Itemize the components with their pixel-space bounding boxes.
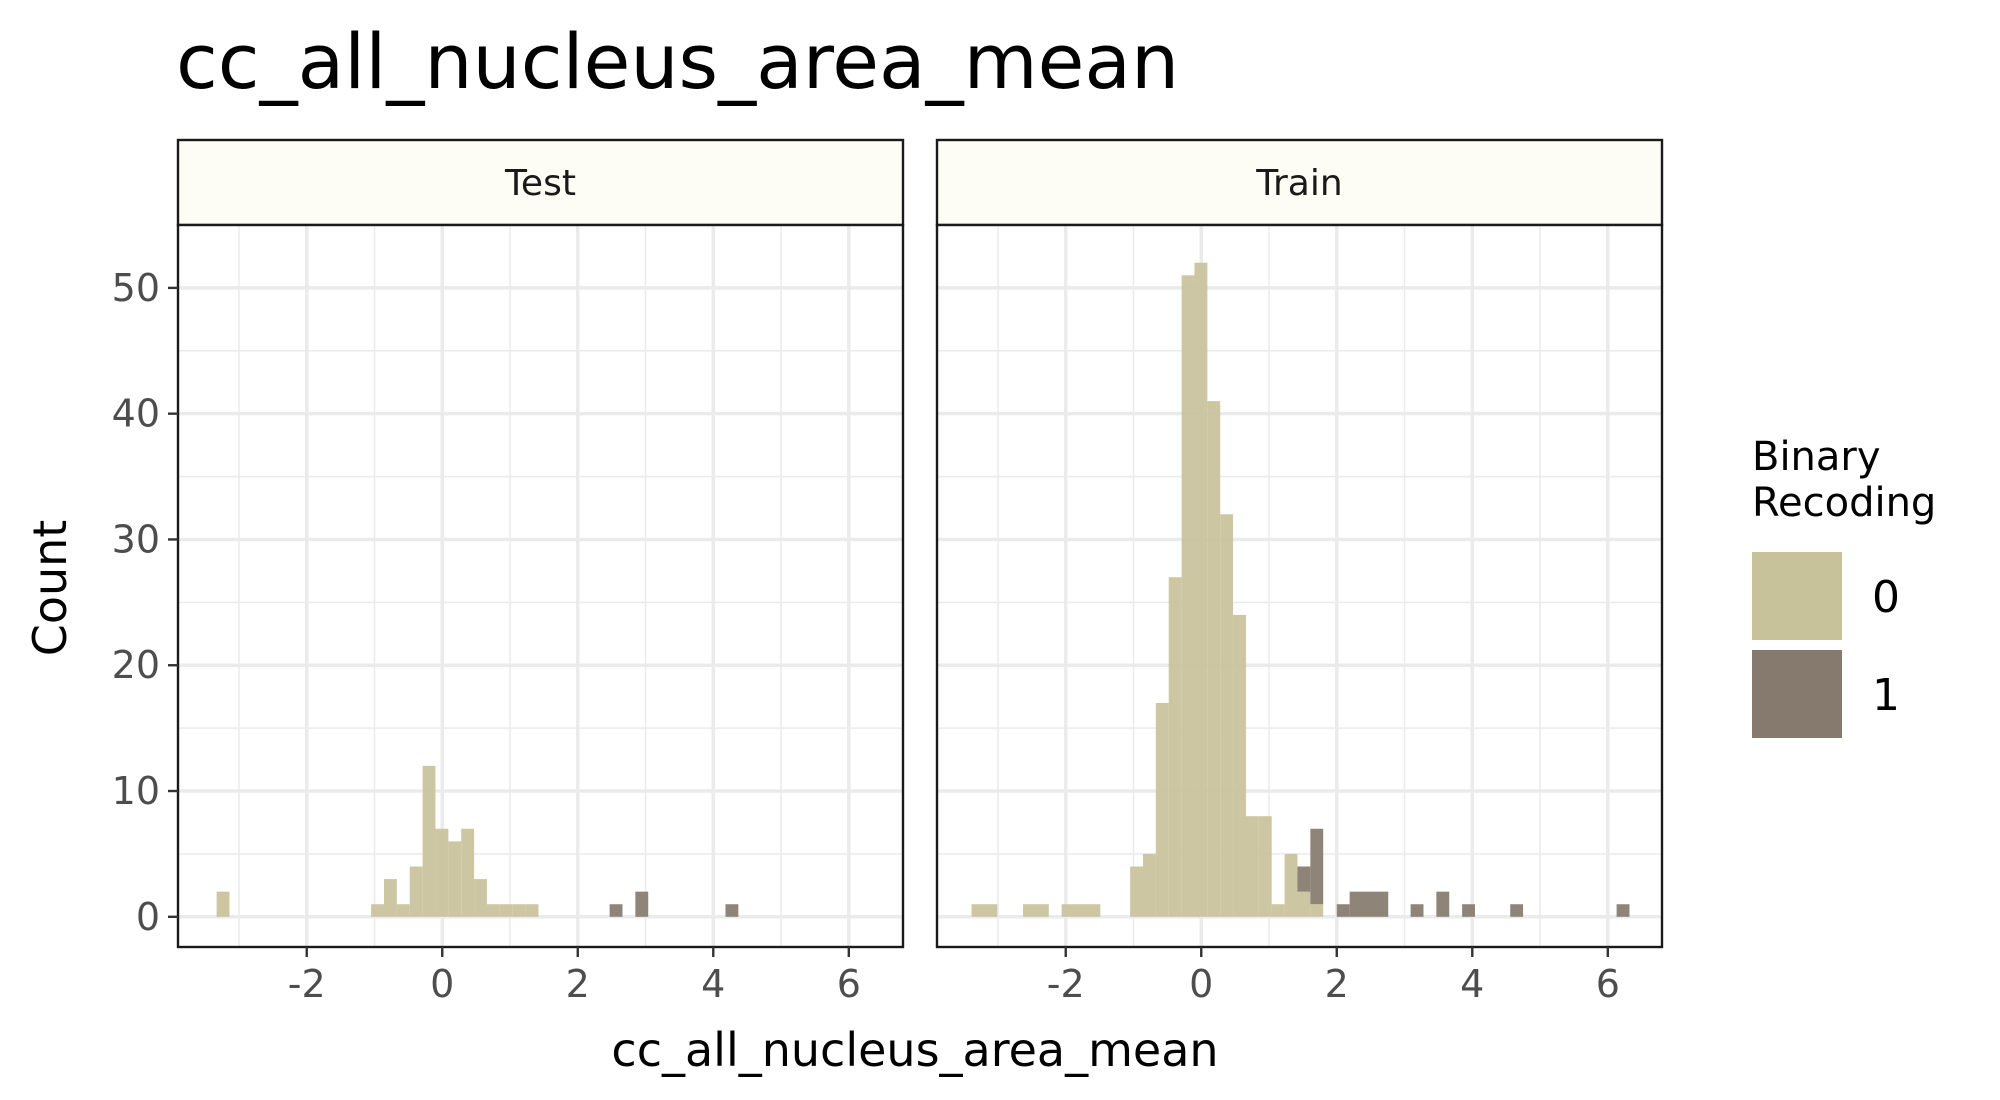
x-tick-label: 2 [566,962,590,1006]
histogram-bar-series-0 [486,904,500,917]
histogram-bar-series-0 [1220,514,1234,917]
histogram-bar-series-0 [525,904,539,917]
histogram-bar-series-0 [474,879,487,917]
x-tick-label: 2 [1325,962,1349,1006]
histogram-bar-series-0 [371,904,384,917]
x-tick-label: 6 [837,962,861,1006]
histogram-bar-series-1 [1510,904,1524,917]
histogram-bar-series-1 [1349,891,1389,917]
x-tick-label: 4 [1460,962,1484,1006]
y-tick-label: 20 [112,643,160,687]
facet-strip-label: Test [504,163,576,204]
x-axis-title: cc_all_nucleus_area_mean [611,1023,1218,1077]
histogram-bar-series-1 [725,904,739,917]
histogram-bar-series-1 [1462,904,1475,917]
histogram-bar-series-0 [435,828,449,917]
histogram-bar-series-0 [1284,853,1298,917]
plot-background [178,225,903,947]
histogram-bar-series-0 [383,879,397,917]
histogram-bar-series-0 [1194,262,1208,917]
histogram-bar-series-0 [461,828,475,917]
histogram-bar-series-0 [1297,891,1311,917]
histogram-bar-series-0 [409,866,423,917]
facet-strip-0 [176,138,905,227]
panel-border [935,223,1664,949]
legend-label-1: 1 [1872,670,1900,721]
y-tick-label: 40 [112,392,160,436]
facet-strip-1 [935,138,1664,227]
x-tick-label: -2 [288,962,326,1006]
panel-border [176,223,905,949]
histogram-bar-series-0 [1271,904,1285,917]
histogram-bar-series-0 [448,841,462,917]
histogram-bar-series-0 [499,904,513,917]
histogram-bar-series-1 [1616,904,1630,917]
legend-label-0: 0 [1872,572,1900,623]
facet-panel-train: Train -2 0 2 4 6 [935,138,1664,1006]
histogram-bar-series-1 [1436,891,1450,917]
histogram-bar-series-1 [1297,866,1311,892]
histogram-bar-series-0 [1168,577,1182,917]
legend-key-1 [1752,650,1842,738]
histogram-bar-series-0 [1023,904,1049,917]
x-tick-label: 6 [1596,962,1620,1006]
legend-title-line: Recoding [1752,480,1936,526]
x-tick-label: 0 [1189,962,1213,1006]
histogram-bar-series-1 [1310,828,1324,905]
histogram-bar-series-1 [1410,904,1424,917]
x-tick-label: -2 [1047,962,1085,1006]
histogram-bar-series-0 [971,904,998,917]
histogram-bar-series-0 [1207,401,1221,917]
y-tick-label: 0 [136,895,160,939]
histogram-bar-series-0 [1258,816,1272,917]
histogram-bar-series-0 [1181,275,1195,917]
facet-strip-label: Train [1255,163,1342,204]
legend-key-0 [1752,552,1842,640]
histogram-bar-series-0 [396,904,410,917]
y-tick-label: 10 [112,769,160,813]
histogram-bar-series-0 [1142,853,1156,917]
chart-title: cc_all_nucleus_area_mean [176,17,1179,106]
facet-panel-test: Test -2 0 2 4 6 [176,138,905,1006]
histogram-bar-series-1 [609,904,623,917]
plot-background [937,225,1662,947]
histogram-bar-series-1 [635,891,649,917]
histogram-bar-series-0 [422,765,436,917]
histogram-bar-series-1 [1336,904,1350,917]
histogram-bar-series-0 [1130,866,1143,917]
histogram-bar-series-0 [1245,816,1259,917]
x-tick-label: 4 [701,962,725,1006]
histogram-bar-series-0 [1061,904,1101,917]
histogram-bar-series-0 [216,891,230,917]
facet-panels: Test -2 0 2 4 6 Train -2 0 2 4 6 [176,138,1664,1006]
histogram-bar-series-0 [1155,702,1169,917]
legend-title-line: Binary [1752,434,1881,480]
y-axis: 0 10 20 30 40 50 [112,266,178,939]
histogram-bar-series-0 [512,904,526,917]
y-tick-label: 50 [112,266,160,310]
y-tick-label: 30 [112,517,160,561]
x-tick-label: 0 [430,962,454,1006]
y-axis-title: Count [23,520,77,657]
histogram-bar-series-0 [1310,904,1324,917]
histogram-bar-series-0 [1233,614,1246,917]
